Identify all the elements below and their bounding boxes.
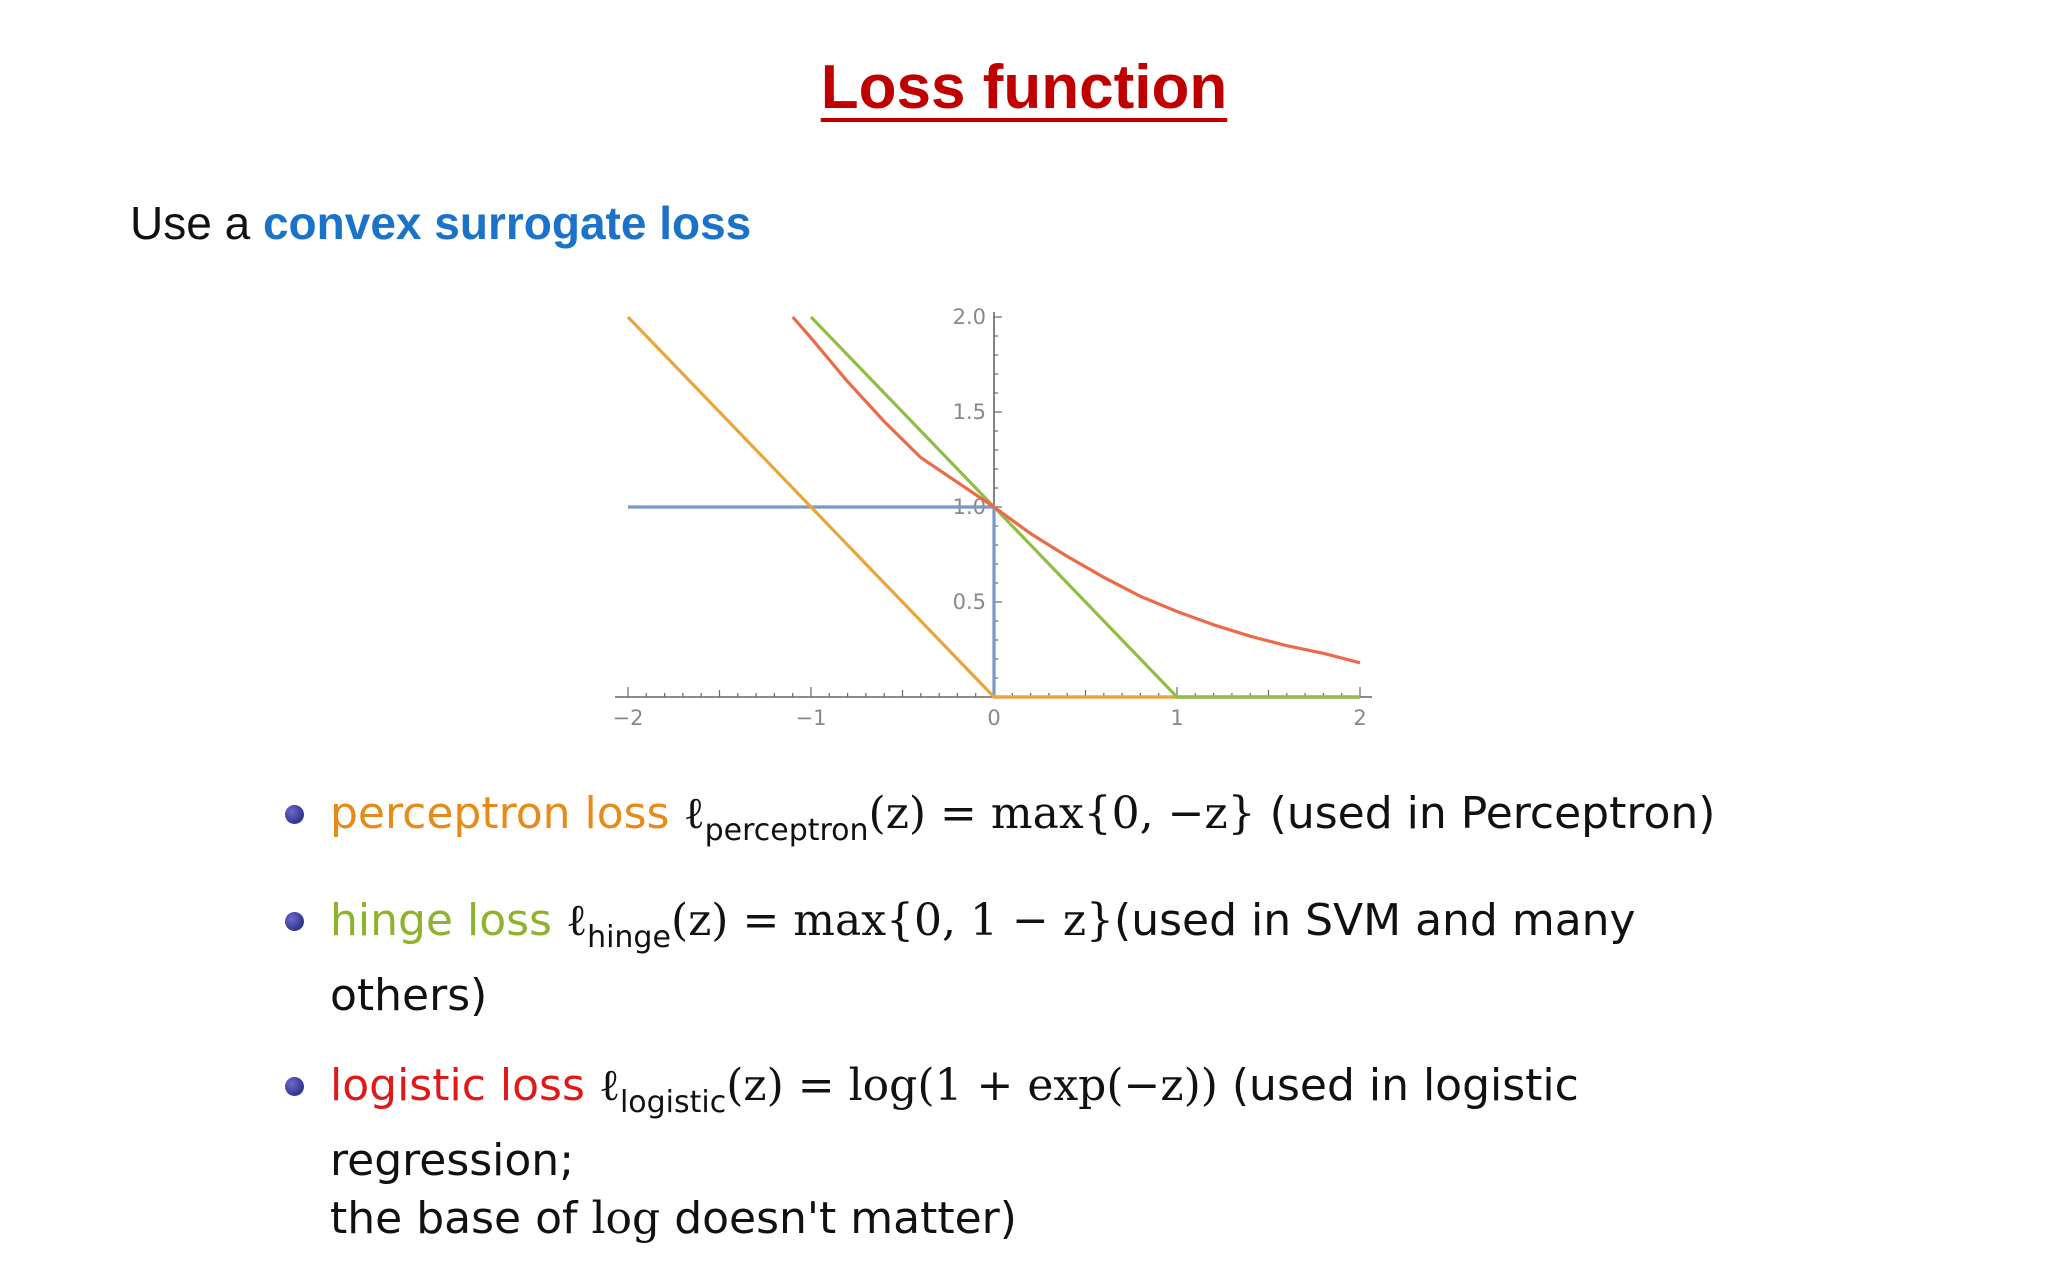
- y-tick-label: 2.0: [953, 305, 986, 329]
- hinge-loss-line: [809, 315, 1360, 699]
- logistic-loss-symbol: ℓ: [598, 1060, 620, 1111]
- hinge-loss-formula: (z) = max{0, 1 − z}: [670, 895, 1115, 946]
- logistic-loss-line2-pre: the base of: [330, 1193, 592, 1244]
- perceptron-loss-symbol: ℓ: [683, 788, 705, 839]
- perceptron-loss-name: perceptron loss: [330, 788, 670, 839]
- logistic-loss-line2-math: log: [591, 1193, 661, 1244]
- logistic-loss-formula: (z) = log(1 + exp(−z)): [726, 1060, 1218, 1111]
- logistic-loss-line: [791, 315, 1361, 665]
- hinge-loss-symbol: ℓ: [565, 895, 588, 946]
- subtitle-highlight: convex surrogate loss: [262, 197, 752, 249]
- y-tick-label: 1.5: [953, 400, 986, 424]
- hinge-loss-subscript: hinge: [587, 920, 671, 955]
- perceptron-loss-subscript: perceptron: [704, 813, 869, 848]
- subtitle: Use a convex surrogate loss: [130, 196, 751, 250]
- subtitle-prefix: Use a: [130, 197, 263, 249]
- bullet-dot-icon: [285, 805, 304, 824]
- hinge-loss-note: (used in SVM and many others): [330, 895, 1636, 1021]
- x-tick-label: 2: [1353, 706, 1366, 730]
- bullet-list: perceptron loss ℓperceptron(z) = max{0, …: [285, 785, 1785, 1280]
- perceptron-loss-note: (used in Perceptron): [1255, 788, 1716, 839]
- y-tick-label: 0.5: [953, 590, 986, 614]
- bullet-dot-icon: [285, 1077, 304, 1096]
- bullet-hinge: hinge loss ℓhinge(z) = max{0, 1 − z}(use…: [285, 892, 1785, 1025]
- hinge-loss-name: hinge loss: [330, 895, 552, 946]
- page-title: Loss function: [820, 53, 1228, 122]
- bullet-perceptron: perceptron loss ℓperceptron(z) = max{0, …: [285, 785, 1785, 860]
- x-tick-label: 1: [1170, 706, 1183, 730]
- zero_one-loss-line: [628, 505, 1360, 699]
- x-tick-label: −1: [796, 706, 827, 730]
- x-tick-label: −2: [613, 706, 644, 730]
- logistic-loss-name: logistic loss: [330, 1060, 585, 1111]
- x-tick-label: 0: [987, 706, 1000, 730]
- bullet-dot-icon: [285, 912, 304, 931]
- bullet-logistic: logistic loss ℓlogistic(z) = log(1 + exp…: [285, 1057, 1785, 1248]
- logistic-loss-subscript: logistic: [619, 1085, 727, 1120]
- loss-chart: −2 −1 0 1 20.51.01.52.0: [613, 305, 1372, 730]
- perceptron-loss-formula: (z) = max{0, −z}: [868, 788, 1256, 839]
- logistic-loss-line2-post: doesn't matter): [660, 1193, 1017, 1244]
